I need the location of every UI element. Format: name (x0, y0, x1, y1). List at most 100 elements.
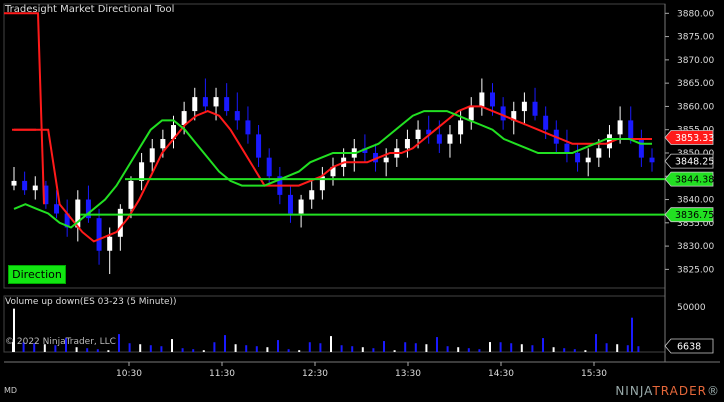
candle-body (139, 162, 145, 181)
candle-body (64, 213, 70, 228)
volume-bar (563, 348, 566, 352)
volume-panel-title: Volume up down(ES 03-23 (5 Minute)) (5, 297, 177, 307)
volume-bar (255, 346, 258, 352)
candle-body (54, 204, 60, 214)
indicator-title: Tradesight Market Directional Tool (5, 4, 175, 15)
candle-body (107, 236, 113, 251)
volume-bar (160, 346, 163, 352)
time-tick-label: 14:30 (488, 369, 514, 379)
candle-body (628, 120, 634, 140)
price-marker-box (664, 207, 714, 223)
brand-trader: TRADER (652, 384, 707, 398)
price-marker-box (664, 153, 714, 169)
candle-body (617, 120, 623, 135)
candle-body (521, 101, 527, 112)
price-tick-label: 3860.00 (677, 102, 714, 112)
candle-body (373, 152, 379, 163)
volume-bar (616, 344, 619, 352)
volume-bar (298, 350, 301, 352)
candle-body (426, 129, 432, 135)
volume-bar (631, 317, 633, 352)
volume-bar (393, 350, 396, 352)
volume-bar (520, 344, 523, 352)
candle-body (543, 115, 549, 130)
volume-bar (457, 347, 460, 352)
red-line-spike (4, 12, 45, 205)
price-tick-label: 3865.00 (677, 79, 714, 89)
candle-body (585, 157, 591, 163)
candle-body (649, 157, 655, 163)
candle-body (160, 139, 166, 149)
volume-bar (266, 347, 269, 352)
volume-bar (478, 349, 481, 352)
green-line-fast (13, 110, 652, 229)
copyright-text: © 2022 NinjaTrader, LLC (5, 337, 116, 347)
price-tick-label: 3825.00 (677, 265, 714, 275)
price-tick-label: 3830.00 (677, 242, 714, 252)
volume-bar (118, 334, 120, 352)
price-marker-label: 3848.25 (675, 157, 714, 168)
candle-body (458, 120, 464, 135)
time-tick-label: 11:30 (209, 369, 235, 379)
volume-bar (467, 348, 470, 352)
volume-bar (54, 345, 57, 352)
price-marker-box (664, 171, 714, 187)
volume-bar (330, 336, 332, 352)
candle-body (32, 185, 38, 191)
volume-bar (383, 341, 385, 352)
time-tick-label: 13:30 (395, 369, 421, 379)
volume-bar (181, 348, 184, 352)
volume-bar (499, 342, 502, 352)
volume-bar (595, 334, 597, 352)
volume-bar (404, 342, 407, 352)
candle-body (266, 157, 272, 177)
volume-bar (43, 344, 46, 352)
price-tick-label: 3835.00 (677, 219, 714, 229)
candle-body (309, 190, 315, 200)
candle-body (532, 101, 538, 116)
volume-bar (277, 340, 279, 352)
volume-value-label: 6638 (677, 342, 701, 353)
price-tick-label: 3875.00 (677, 33, 714, 43)
candle-body (415, 129, 421, 140)
candle-body (11, 180, 17, 186)
volume-bar (542, 338, 544, 352)
volume-bar (22, 342, 25, 352)
candle-body (298, 199, 304, 214)
price-marker: 3836.75 (664, 207, 714, 223)
candle-body (171, 125, 176, 140)
candle-body (117, 208, 123, 237)
candle-body (404, 139, 410, 149)
volume-bar (33, 343, 36, 352)
volume-bar (573, 349, 576, 352)
volume-bar (308, 342, 311, 352)
volume-bar (96, 349, 99, 352)
price-marker-label: 3836.75 (675, 210, 714, 221)
candle-body (22, 180, 28, 191)
candle-body (213, 97, 219, 107)
time-tick-label: 10:30 (116, 369, 142, 379)
candle-body (256, 134, 262, 158)
volume-bar (65, 338, 67, 352)
ninjatrader-logo: NINJATRADER® (615, 384, 720, 398)
volume-bar (171, 339, 173, 352)
candle-body (85, 199, 91, 219)
candle-body (362, 148, 368, 153)
volume-bar (446, 346, 449, 352)
candles-group (11, 78, 655, 275)
volume-bar (86, 348, 89, 352)
candle-body (149, 148, 155, 163)
volume-bar (414, 343, 417, 352)
direction-button[interactable]: Direction (8, 265, 66, 284)
candle-body (319, 176, 325, 191)
volume-bar (192, 349, 195, 352)
volume-bar (128, 343, 131, 352)
candle-body (96, 218, 102, 251)
candle-body (234, 111, 240, 121)
volume-bar (425, 344, 428, 352)
red-trend-line (14, 105, 652, 243)
brand-suffix: ® (707, 384, 720, 398)
candle-body (224, 97, 230, 112)
candle-body (638, 139, 644, 158)
